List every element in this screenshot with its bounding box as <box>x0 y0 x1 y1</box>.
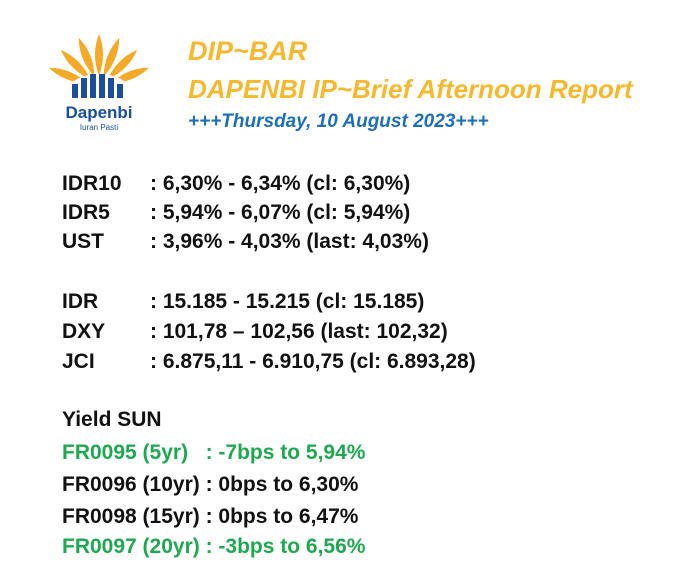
yield-sun-title: Yield SUN <box>62 408 162 431</box>
rate-label: IDR5 <box>62 201 110 224</box>
logo-tagline-text: Iuran Pasti <box>80 123 118 132</box>
market-label: IDR <box>62 290 99 313</box>
market-value: : 15.185 - 15.215 (cl: 15.185) <box>150 290 425 313</box>
market-value: : 6.875,11 - 6.910,75 (cl: 6.893,28) <box>150 350 476 373</box>
logo-brand-text: Dapenbi <box>65 103 132 122</box>
rate-value: : 6,30% - 6,34% (cl: 6,30%) <box>150 172 411 195</box>
market-value: : 101,78 – 102,56 (last: 102,32) <box>150 320 448 343</box>
yield-row-fr0095: FR0095 (5yr) : -7bps to 5,94% <box>62 441 366 464</box>
report-subtitle: DAPENBI IP~Brief Afternoon Report <box>188 74 633 104</box>
rate-label: UST <box>62 230 104 253</box>
rate-row-ust: UST : 3,96% - 4,03% (last: 4,03%) <box>62 230 429 254</box>
rate-value: : 5,94% - 6,07% (cl: 5,94%) <box>150 201 411 224</box>
rate-value: : 3,96% - 4,03% (last: 4,03%) <box>150 230 429 253</box>
yield-row-fr0097: FR0097 (20yr) : -3bps to 6,56% <box>62 535 366 558</box>
report-date: +++Thursday, 10 August 2023+++ <box>188 111 489 132</box>
dapenbi-logo: Dapenbi Iuran Pasti <box>28 26 170 136</box>
yield-row-fr0098: FR0098 (15yr) : 0bps to 6,47% <box>62 505 359 528</box>
sunburst-logo-icon: Dapenbi Iuran Pasti <box>48 34 150 132</box>
rate-label: IDR10 <box>62 172 122 195</box>
rate-row-idr5: IDR5 : 5,94% - 6,07% (cl: 5,94%) <box>62 201 410 225</box>
market-row-jci: JCI : 6.875,11 - 6.910,75 (cl: 6.893,28) <box>62 350 476 374</box>
report-title: DIP~BAR <box>188 36 308 66</box>
rate-row-idr10: IDR10 : 6,30% - 6,34% (cl: 6,30%) <box>62 172 410 196</box>
market-row-dxy: DXY : 101,78 – 102,56 (last: 102,32) <box>62 320 448 344</box>
market-label: JCI <box>62 350 95 373</box>
yield-row-fr0096: FR0096 (10yr) : 0bps to 6,30% <box>62 473 359 496</box>
market-row-idr: IDR : 15.185 - 15.215 (cl: 15.185) <box>62 290 424 314</box>
market-label: DXY <box>62 320 106 343</box>
